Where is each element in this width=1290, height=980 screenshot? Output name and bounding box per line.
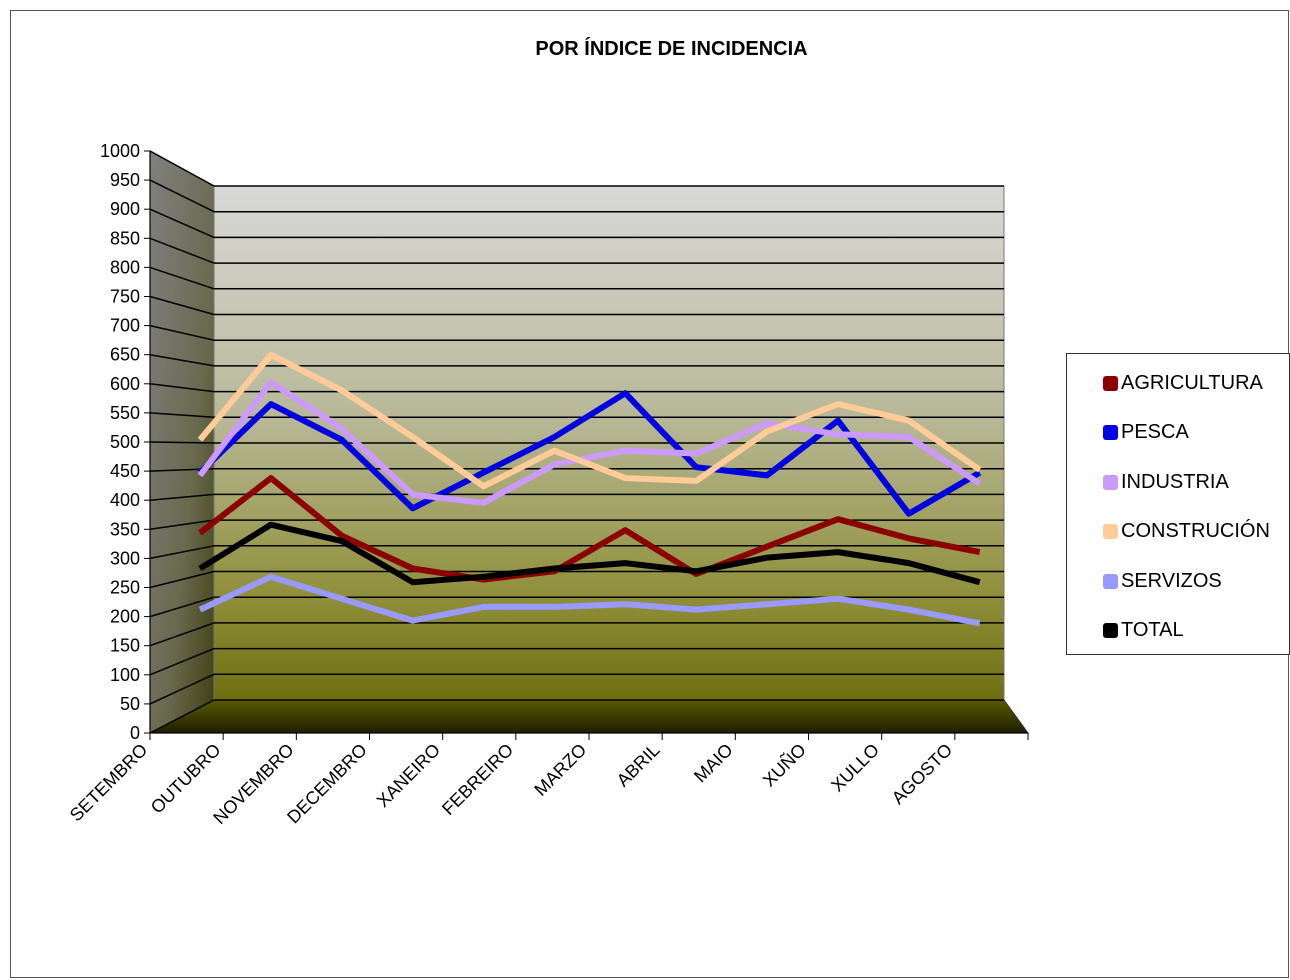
gridline-side	[149, 208, 215, 239]
x-tick-label: MARZO	[530, 740, 590, 800]
y-tick-label: 100	[110, 665, 140, 685]
x-tick-label: MAIO	[690, 740, 737, 787]
legend-label: TOTAL	[1121, 619, 1184, 641]
gridline-side	[149, 383, 215, 393]
y-tick-label: 900	[110, 199, 140, 219]
gridline-side	[149, 570, 215, 589]
series-line-servizos	[198, 573, 981, 627]
gridline-side	[149, 412, 215, 419]
gridline-side	[149, 493, 215, 501]
legend-item: INDUSTRIA	[1103, 470, 1229, 494]
legend-swatch	[1103, 524, 1118, 539]
gridline-side	[149, 179, 215, 213]
x-tick-label: XUÑO	[758, 739, 810, 791]
x-tick-label: XANEIRO	[373, 740, 444, 811]
chart-floor	[149, 699, 1029, 734]
legend-label: INDUSTRIA	[1121, 470, 1229, 493]
x-tick-label: OUTUBRO	[147, 740, 225, 818]
y-tick-label: 700	[110, 316, 140, 336]
legend-swatch	[1103, 474, 1118, 490]
y-tick-label: 850	[110, 228, 140, 248]
chart-title: POR ÍNDICE DE INCIDENCIA	[535, 38, 808, 60]
gridline-side	[149, 622, 215, 647]
y-tick-label: 800	[110, 257, 140, 277]
series-line-agricultura	[198, 475, 981, 583]
y-tick-label: 450	[110, 461, 140, 481]
gridline-side	[149, 353, 215, 367]
y-tick-label: 500	[110, 432, 140, 452]
series-line-total	[198, 521, 981, 586]
legend-swatch	[1103, 623, 1118, 638]
legend: AGRICULTURA PESCA INDUSTRIA CONSTRUCIÓN SERV…	[1066, 353, 1290, 655]
legend-item: AGRICULTURA	[1103, 371, 1263, 395]
y-tick-label: 150	[110, 636, 140, 656]
x-tick-label: AGOSTO	[888, 740, 956, 808]
gridline-side	[149, 673, 215, 705]
legend-label: CONSTRUCIÓN	[1121, 520, 1270, 542]
gridline-side	[149, 295, 215, 316]
gridline-side	[149, 699, 215, 734]
y-tick-label: 1000	[100, 141, 140, 161]
gridline-side	[149, 441, 215, 444]
gridline-side	[149, 237, 215, 264]
y-tick-label: 950	[110, 170, 140, 190]
y-tick-label: 400	[110, 490, 140, 510]
legend-item: SERVIZOS	[1103, 569, 1222, 593]
gridline-side	[149, 266, 215, 290]
y-tick-label: 50	[120, 694, 140, 714]
legend-item: PESCA	[1103, 421, 1189, 445]
y-tick-label: 200	[110, 607, 140, 627]
legend-label: SERVIZOS	[1121, 569, 1222, 592]
x-tick-label: SETEMBRO	[66, 740, 152, 826]
gridline-side	[149, 150, 215, 187]
series-line-industria	[197, 379, 982, 506]
y-tick-label: 550	[110, 403, 140, 423]
gridline-side	[149, 545, 215, 560]
gridline-side	[149, 324, 215, 341]
y-tick-label: 250	[110, 578, 140, 598]
legend-label: AGRICULTURA	[1121, 371, 1263, 394]
legend-swatch	[1103, 375, 1118, 391]
gridline-side	[149, 647, 215, 676]
y-tick-label: 600	[110, 374, 140, 394]
x-tick-label: ABRIL	[613, 740, 664, 791]
y-tick-label: 350	[110, 519, 140, 539]
legend-swatch	[1103, 425, 1118, 440]
y-tick-label: 0	[130, 723, 140, 743]
legend-label: PESCA	[1121, 421, 1189, 443]
gridline-side	[149, 519, 215, 531]
y-tick-label: 650	[110, 345, 140, 365]
y-tick-label: 300	[110, 548, 140, 568]
gridline-side	[149, 596, 215, 618]
x-tick-label: XULLO	[827, 740, 883, 796]
legend-swatch	[1103, 573, 1118, 589]
y-tick-label: 750	[110, 287, 140, 307]
legend-item: CONSTRUCIÓN	[1103, 520, 1270, 544]
legend-item: TOTAL	[1103, 619, 1184, 643]
x-tick-label: FEBREIRO	[438, 740, 517, 819]
series-line-construción	[197, 351, 982, 490]
